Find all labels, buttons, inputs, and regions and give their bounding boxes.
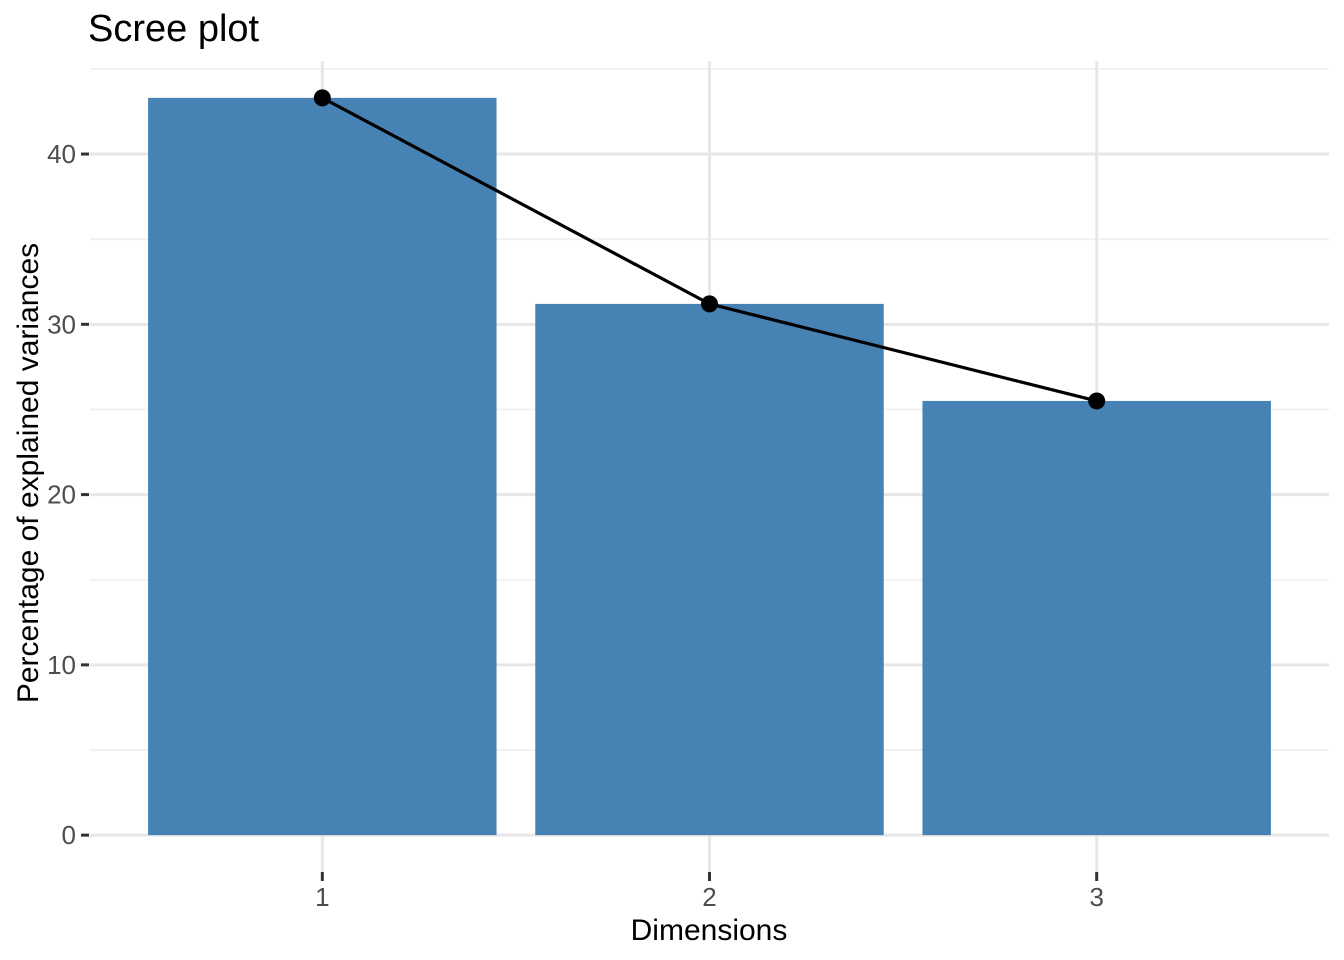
bar — [148, 97, 497, 836]
bar — [535, 303, 884, 836]
scree-points — [313, 89, 1106, 410]
y-axis-title: Percentage of explained variances — [12, 243, 45, 703]
x-axis-title: Dimensions — [631, 914, 788, 947]
y-tick-label: 10 — [47, 650, 76, 680]
x-tick-label: 3 — [1089, 882, 1103, 912]
bars — [148, 97, 1271, 836]
x-tick-labels: 1 2 3 — [315, 882, 1104, 912]
y-axis-ticks — [81, 152, 89, 837]
y-tick-label: 40 — [47, 139, 76, 169]
y-tick-label: 20 — [47, 480, 76, 510]
y-tick-labels: 0 10 20 30 40 — [47, 139, 76, 850]
y-tick-label: 0 — [62, 820, 76, 850]
x-tick-label: 1 — [315, 882, 329, 912]
data-point — [1088, 392, 1106, 410]
y-tick-label: 30 — [47, 309, 76, 339]
x-tick-label: 2 — [702, 882, 716, 912]
data-point — [313, 89, 331, 107]
bar — [922, 400, 1271, 836]
data-point — [701, 295, 718, 313]
chart-title: Scree plot — [88, 8, 260, 50]
x-axis-ticks — [320, 872, 1099, 881]
